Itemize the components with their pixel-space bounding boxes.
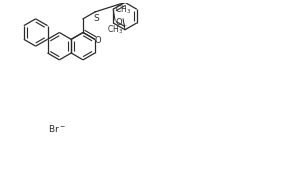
Text: CH$_3$: CH$_3$ — [115, 3, 131, 16]
Text: CH$_3$: CH$_3$ — [107, 23, 123, 36]
Text: Br$^-$: Br$^-$ — [48, 123, 66, 134]
Text: O: O — [94, 36, 101, 45]
Text: +: + — [121, 23, 126, 28]
Text: O: O — [115, 18, 122, 27]
Text: S: S — [93, 14, 99, 23]
